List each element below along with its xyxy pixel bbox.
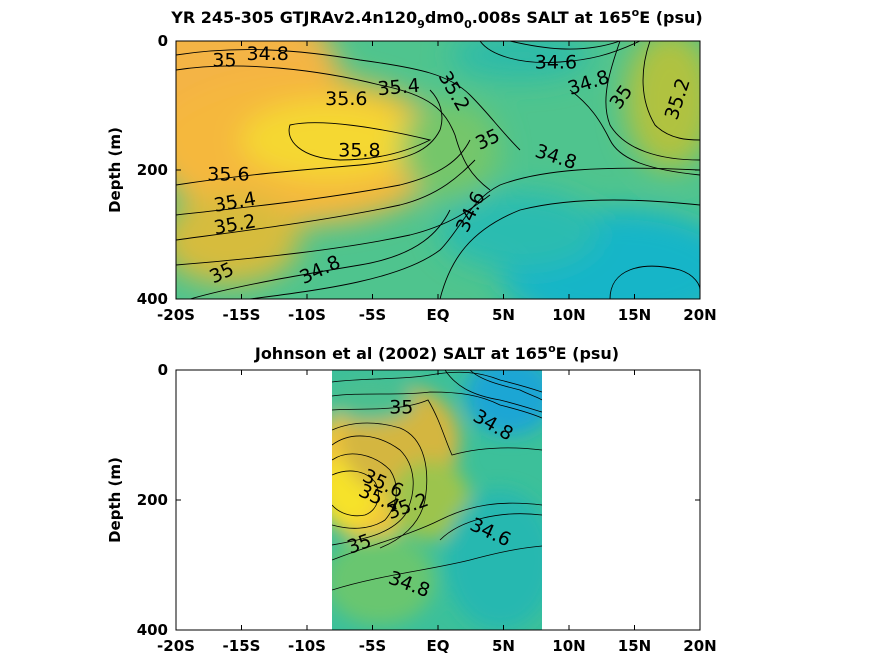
- top-x-tick-label: -20S: [157, 306, 195, 324]
- bottom-x-tick-label: -10S: [288, 637, 326, 655]
- top-y-tick-label: 200: [137, 161, 168, 179]
- top-x-tick-label: 10N: [552, 306, 585, 324]
- top-salinity-field: [176, 41, 700, 299]
- top-contour-label: 35: [212, 49, 236, 71]
- bottom-x-tick-label: -15S: [223, 637, 261, 655]
- top-x-tick-label: 15N: [618, 306, 651, 324]
- top-contour-label: 34.6: [535, 51, 577, 73]
- bottom-x-tick-label: 10N: [552, 637, 585, 655]
- bottom-y-axis-label: Depth (m): [106, 457, 124, 543]
- top-x-tick-label: -15S: [223, 306, 261, 324]
- bottom-x-tick-label: 15N: [618, 637, 651, 655]
- bottom-salinity-field: [332, 370, 542, 630]
- bottom-contour-lines: [332, 370, 542, 591]
- bottom-panel: Johnson et al (2002) SALT at 165oE (psu): [106, 342, 717, 655]
- top-axes: -20S -15S -10S -5S EQ 5N 10N 15N 20N 0 200 400: [137, 32, 717, 324]
- bottom-contour-label: 35: [389, 397, 413, 419]
- bottom-x-tick-label: EQ: [427, 637, 450, 655]
- top-x-tick-label: 5N: [492, 306, 515, 324]
- bottom-chart-title: Johnson et al (2002) SALT at 165oE (psu): [254, 342, 619, 363]
- top-contour-label: 35.4: [377, 75, 421, 101]
- top-contour-label: 34.8: [247, 43, 289, 65]
- bottom-x-tick-label: 5N: [492, 637, 515, 655]
- top-y-tick-label: 0: [158, 32, 168, 50]
- top-x-tick-label: -5S: [359, 306, 386, 324]
- bottom-x-tick-label: -5S: [359, 637, 386, 655]
- bottom-y-tick-label: 200: [137, 491, 168, 509]
- top-x-tick-label: EQ: [427, 306, 450, 324]
- bottom-y-tick-label: 0: [158, 361, 168, 379]
- top-contour-label: 35.8: [338, 140, 380, 162]
- top-y-axis-label: Depth (m): [106, 127, 124, 213]
- top-x-tick-label: -10S: [288, 306, 326, 324]
- top-contour-lines: [176, 41, 700, 299]
- top-panel: YR 245-305 GTJRAv2.4n1209dm00.008s SALT …: [106, 6, 717, 324]
- top-y-tick-label: 400: [137, 290, 168, 308]
- bottom-x-tick-label: -20S: [157, 637, 195, 655]
- top-contour-label: 35.6: [325, 88, 367, 110]
- top-contour-label: 35.6: [207, 164, 249, 186]
- bottom-y-tick-label: 400: [137, 621, 168, 639]
- bottom-axes: -20S -15S -10S -5S EQ 5N 10N 15N 20N 0 200 400: [137, 361, 717, 655]
- top-x-tick-label: 20N: [683, 306, 716, 324]
- bottom-x-tick-label: 20N: [683, 637, 716, 655]
- top-chart-title: YR 245-305 GTJRAv2.4n1209dm00.008s SALT …: [170, 6, 702, 31]
